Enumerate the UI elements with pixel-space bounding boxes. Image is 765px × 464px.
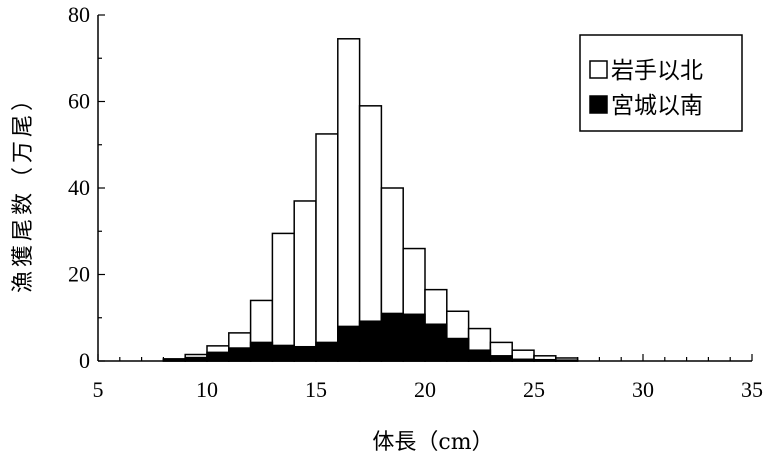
bar-s2-21: [446, 337, 470, 362]
legend-swatch-miyagi: [589, 95, 608, 114]
bar-s2-10: [206, 351, 230, 362]
x-axis-title: 体長（cm）: [372, 430, 493, 455]
legend-label-iwate: 岩手以北: [611, 58, 703, 84]
y-tick-label-80: 80: [68, 2, 90, 27]
bar-s2-12: [249, 341, 274, 362]
bar-s2-15: [315, 341, 339, 362]
bar-s2-16: [337, 325, 361, 362]
y-tick-label-20: 20: [68, 262, 90, 287]
y-tick-label-40: 40: [68, 175, 90, 200]
legend-frame: [579, 34, 743, 132]
x-tick-label-35: 35: [741, 377, 763, 402]
bar-s2-17: [358, 320, 383, 362]
legend-label-miyagi: 宮城以南: [611, 93, 703, 119]
y-tick-label-60: 60: [68, 89, 90, 114]
bar-s1-16: [337, 38, 361, 362]
bar-s2-22: [467, 349, 492, 362]
x-tick-label-25: 25: [523, 377, 545, 402]
legend-swatch-iwate: [589, 60, 608, 79]
bar-s2-23: [489, 355, 513, 362]
bar-s2-14: [293, 345, 317, 362]
x-tick-label-5: 5: [93, 377, 104, 402]
bar-s2-20: [424, 323, 448, 362]
bar-s2-18: [380, 312, 404, 362]
bars-group: [162, 38, 579, 362]
bar-s1-13: [271, 232, 295, 362]
bar-s2-11: [228, 347, 252, 362]
bar-s1-15: [315, 133, 339, 362]
bar-s2-19: [402, 313, 426, 362]
x-tick-label-15: 15: [305, 377, 327, 402]
x-tick-label-20: 20: [414, 377, 436, 402]
y-axis-title: 漁獲尾数（万尾）: [11, 85, 36, 293]
y-tick-label-0: 0: [79, 348, 90, 373]
x-tick-label-30: 30: [632, 377, 654, 402]
ticks-group: 0 20 40 60 80 5 10 15 20 25 30 35: [68, 2, 763, 402]
bar-s2-13: [271, 344, 295, 362]
x-tick-label-10: 10: [196, 377, 218, 402]
bar-s1-14: [293, 200, 317, 362]
legend: 岩手以北 宮城以南: [579, 34, 743, 132]
